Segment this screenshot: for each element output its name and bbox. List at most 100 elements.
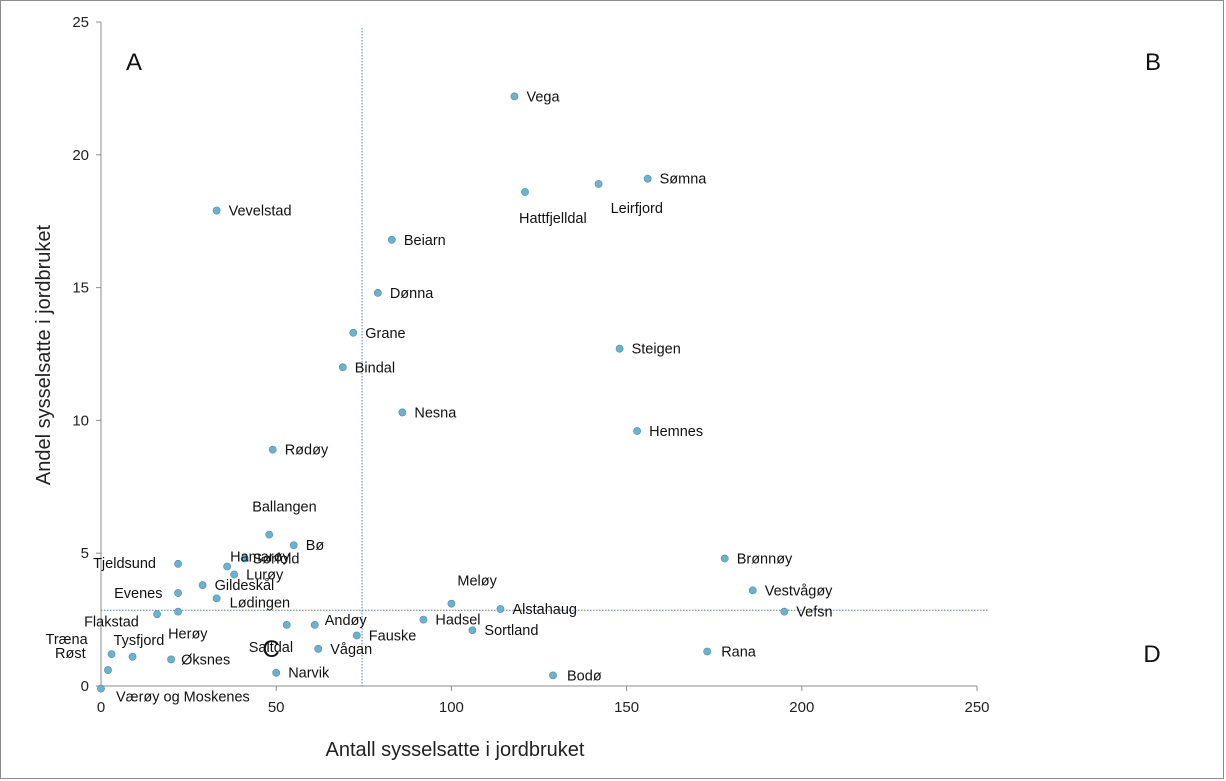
x-tick-label: 200 (789, 699, 814, 716)
data-point-bø (289, 541, 298, 550)
data-point-herøy (174, 607, 182, 616)
data-point-sørfold (240, 554, 249, 563)
x-tick-label: 50 (268, 699, 285, 716)
x-axis-title: Antall sysselsatte i jordbruket (325, 739, 584, 761)
x-tick-label: 250 (964, 699, 989, 716)
data-point-vevelstad (212, 206, 221, 215)
data-label-flakstad: Flakstad (84, 614, 139, 630)
data-point-tysfjord (128, 652, 137, 661)
data-point-gildeskål (198, 581, 207, 589)
data-label-andøy: Andøy (325, 613, 368, 629)
data-label-grane: Grane (365, 326, 405, 342)
quadrant-label-c: C (262, 636, 279, 663)
data-label-sømna: Sømna (660, 172, 708, 188)
y-tick-label: 0 (81, 678, 89, 695)
data-point-hamarøy (223, 562, 232, 571)
data-point-vågan (314, 644, 323, 653)
reference-lines (101, 28, 989, 686)
data-label-røst: Røst (55, 646, 86, 662)
data-label-hadsel: Hadsel (435, 613, 480, 629)
data-point-værøy-og-moskenes (97, 684, 105, 693)
data-label-evenes: Evenes (114, 586, 162, 602)
data-point-sømna (643, 174, 652, 183)
data-point-rødøy (268, 445, 277, 454)
quadrant-label-b: B (1145, 49, 1161, 76)
data-points: Vega Sømna Leirfjord Hattfjelldal Vevelstad B… (46, 89, 834, 705)
data-point-vestvågøy (748, 586, 757, 595)
data-point-andøy (310, 621, 319, 629)
data-label-sortland: Sortland (484, 623, 538, 639)
data-label-rødøy: Rødøy (285, 443, 329, 459)
y-tick-label: 15 (72, 280, 89, 297)
data-point-lødingen (212, 594, 221, 603)
data-label-brønnøy: Brønnøy (737, 552, 793, 568)
data-label-træna: Træna (46, 632, 89, 648)
data-point-vefsn (780, 607, 789, 616)
data-label-ballangen: Ballangen (252, 500, 317, 516)
data-label-vevelstad: Vevelstad (229, 204, 292, 220)
data-point-bindal (338, 363, 347, 372)
data-label-narvik: Narvik (288, 666, 330, 682)
data-label-saltdal: Saltdal (249, 640, 293, 656)
y-axis-title: Andel sysselsatte i jordbruket (33, 225, 55, 486)
data-label-rana: Rana (721, 644, 757, 660)
data-label-beiarn: Beiarn (404, 233, 446, 249)
data-label-bø: Bø (306, 538, 325, 554)
data-label-nesna: Nesna (414, 405, 457, 421)
data-point-dønna (373, 289, 382, 297)
data-label-lødingen: Lødingen (230, 595, 290, 611)
data-label-tjeldsund: Tjeldsund (93, 556, 156, 572)
data-point-træna (107, 650, 116, 659)
quadrant-labels: A B C D (126, 49, 1161, 668)
data-point-meløy (447, 599, 456, 608)
quadrant-label-a: A (126, 49, 142, 76)
x-tick-label: 100 (439, 699, 464, 716)
data-point-grane (349, 328, 358, 337)
data-point-evenes (174, 589, 182, 597)
data-label-vefsn: Vefsn (796, 605, 832, 621)
data-point-sortland (468, 626, 477, 635)
y-tick-label: 5 (81, 545, 89, 562)
data-point-saltdal (282, 621, 291, 629)
data-label-hattfjelldal: Hattfjelldal (519, 211, 587, 227)
data-point-rana (703, 647, 712, 656)
data-point-hemnes (633, 427, 642, 435)
data-point-vega (510, 92, 519, 101)
data-point-flakstad (153, 610, 161, 619)
data-label-herøy: Herøy (168, 627, 208, 643)
data-label-fauske: Fauske (369, 629, 417, 645)
quadrant-label-d: D (1143, 641, 1160, 668)
data-point-ballangen (265, 530, 274, 539)
data-point-leirfjord (594, 180, 603, 188)
y-tick-label: 20 (72, 147, 89, 164)
data-label-bodø: Bodø (567, 668, 602, 684)
data-point-hadsel (419, 615, 428, 624)
data-label-hamarøy: Hamarøy (230, 549, 290, 565)
data-label-gildeskål: Gildeskål (215, 578, 275, 594)
data-point-hattfjelldal (521, 188, 529, 196)
data-point-brønnøy (720, 554, 729, 563)
data-label-dønna: Dønna (390, 286, 434, 302)
data-label-tysfjord: Tysfjord (114, 633, 165, 649)
x-tick-label: 0 (97, 699, 105, 716)
data-label-hemnes: Hemnes (649, 424, 703, 440)
y-tick-label: 25 (72, 14, 89, 31)
data-label-leirfjord: Leirfjord (611, 201, 663, 217)
x-tick-label: 150 (614, 699, 639, 716)
data-label-lurøy: Lurøy (246, 567, 284, 583)
data-point-røst (104, 666, 112, 674)
data-point-bodø (549, 671, 557, 680)
data-point-alstahaug (496, 605, 505, 613)
data-label-værøy-og-moskenes: Værøy og Moskenes (116, 690, 250, 706)
data-label-alstahaug: Alstahaug (512, 602, 577, 618)
y-tick-label: 10 (72, 412, 89, 429)
data-point-lurøy (230, 570, 239, 579)
data-point-tjeldsund (174, 559, 182, 568)
data-label-vega: Vega (526, 89, 560, 105)
data-point-beiarn (387, 235, 396, 244)
data-label-øksnes: Øksnes (181, 652, 230, 668)
data-point-fauske (352, 631, 361, 640)
